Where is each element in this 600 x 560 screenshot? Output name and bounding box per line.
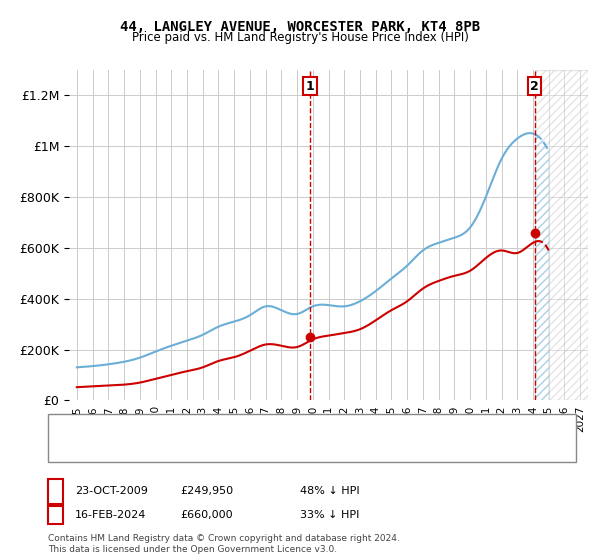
Text: 44, LANGLEY AVENUE, WORCESTER PARK, KT4 8PB: 44, LANGLEY AVENUE, WORCESTER PARK, KT4 … [120, 20, 480, 34]
Text: £249,950: £249,950 [180, 487, 233, 496]
Text: 2: 2 [530, 80, 539, 93]
Text: 1: 1 [51, 485, 60, 498]
Text: 33% ↓ HPI: 33% ↓ HPI [300, 510, 359, 520]
Text: ——: —— [60, 432, 91, 447]
Text: 48% ↓ HPI: 48% ↓ HPI [300, 487, 359, 496]
Text: HPI: Average price, detached house, Sutton: HPI: Average price, detached house, Sutt… [93, 447, 320, 458]
Text: 23-OCT-2009: 23-OCT-2009 [75, 487, 148, 496]
Text: Price paid vs. HM Land Registry's House Price Index (HPI): Price paid vs. HM Land Registry's House … [131, 31, 469, 44]
Bar [535, 70, 588, 400]
Text: £660,000: £660,000 [180, 510, 233, 520]
Text: 16-FEB-2024: 16-FEB-2024 [75, 510, 146, 520]
Text: Contains HM Land Registry data © Crown copyright and database right 2024.: Contains HM Land Registry data © Crown c… [48, 534, 400, 543]
Text: 1: 1 [305, 80, 314, 93]
Text: This data is licensed under the Open Government Licence v3.0.: This data is licensed under the Open Gov… [48, 545, 337, 554]
Text: ——: —— [60, 445, 91, 460]
Text: 44, LANGLEY AVENUE, WORCESTER PARK, KT4 8PB (detached house): 44, LANGLEY AVENUE, WORCESTER PARK, KT4 … [93, 435, 451, 445]
Text: 2: 2 [51, 508, 60, 521]
